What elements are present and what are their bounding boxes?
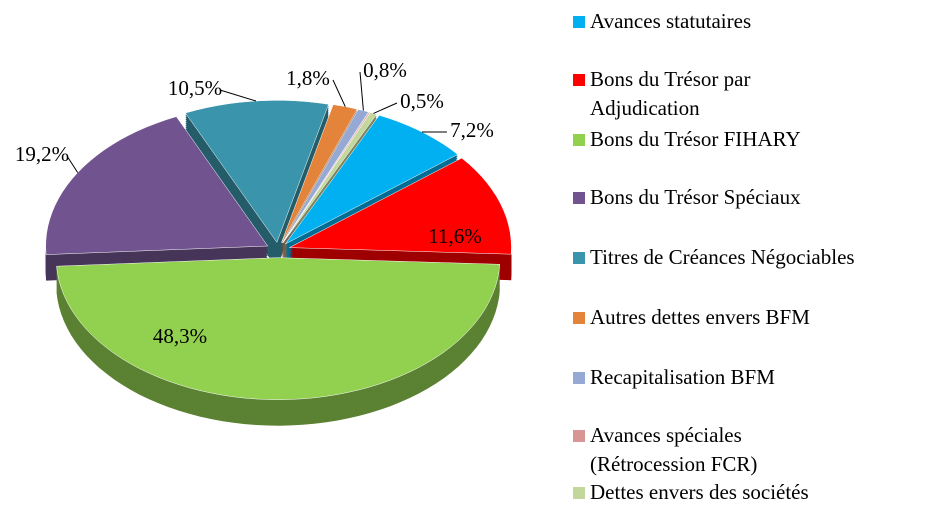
data-label: 1,8% [286, 66, 330, 90]
slice-side [282, 114, 377, 245]
leader-line [332, 79, 346, 107]
legend-label: Autres dettes envers BFM [590, 305, 810, 329]
slice [184, 100, 329, 243]
legend-label: Titres de Créances Négociables [590, 245, 855, 269]
legend-swatch [573, 487, 585, 499]
slice [288, 157, 512, 255]
legend-swatch [573, 192, 585, 204]
legend-label: Bons du Trésor Spéciaux [590, 185, 801, 209]
data-label: 0,8% [363, 58, 407, 82]
leader-line [66, 155, 79, 173]
leader-line [359, 71, 364, 111]
data-label: 19,2% [15, 142, 69, 166]
legend-swatch [573, 312, 585, 324]
leader-line [219, 89, 257, 102]
slice [56, 257, 501, 400]
slice-side [282, 116, 377, 247]
data-label: 7,2% [450, 118, 494, 142]
legend-swatch [573, 134, 585, 146]
slice [282, 111, 371, 244]
legend-label: Bons du Trésor par Adjudication [590, 67, 751, 120]
data-label: 11,6% [428, 224, 481, 248]
legend-label: Dettes envers des sociétés [590, 480, 809, 504]
legend-swatch [573, 252, 585, 264]
legend-label: Avances statutaires [590, 9, 752, 33]
data-label: 0,5% [400, 89, 444, 113]
leader-line [373, 102, 398, 114]
data-label: 48,3% [153, 324, 207, 348]
legend-swatch [573, 74, 585, 86]
legend-swatch [573, 372, 585, 384]
data-label: 10,5% [168, 76, 222, 100]
legend-swatch [573, 16, 585, 28]
legend-swatch [573, 430, 585, 442]
legend-label: Bons du Trésor FIHARY [590, 127, 801, 151]
legend-label: Recapitalisation BFM [590, 365, 775, 389]
legend-label: Avances spéciales (Rétrocession FCR) [590, 423, 758, 476]
